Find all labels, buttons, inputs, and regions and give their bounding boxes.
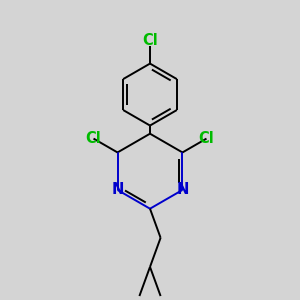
Text: Cl: Cl [85,131,101,146]
Text: N: N [111,182,124,197]
Text: N: N [176,182,189,197]
Text: Cl: Cl [199,131,214,146]
Text: Cl: Cl [142,33,158,48]
